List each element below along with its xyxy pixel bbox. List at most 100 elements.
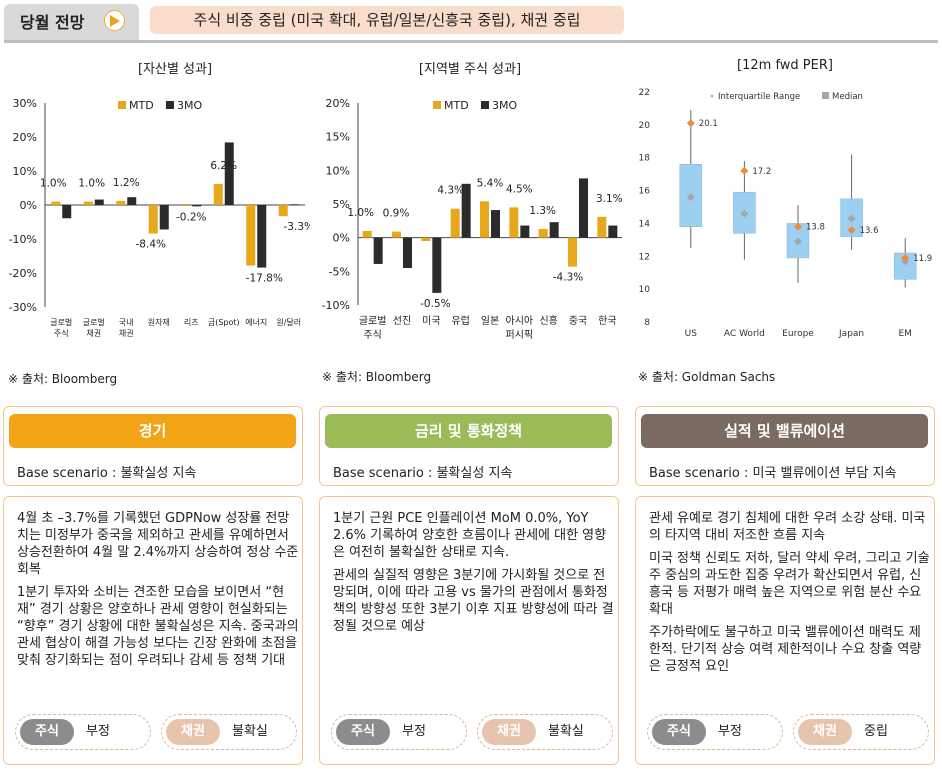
legend-label: MTD — [129, 99, 154, 112]
data-label: 4.5% — [506, 183, 533, 195]
y-tick-label: 20 — [639, 121, 651, 131]
chart2-title: [지역별 주식 성과] — [418, 62, 522, 77]
mtd-bar — [116, 200, 126, 205]
mtd-bar — [51, 201, 61, 205]
y-tick-label: 10% — [326, 164, 350, 177]
panel-body-box — [635, 496, 935, 765]
paragraph: 관세의 실질적 영향은 3분기에 가시화될 것으로 전망되며, 이에 따라 고용… — [333, 568, 614, 634]
current-label: 13.6 — [860, 226, 879, 236]
panel-body-box — [3, 496, 303, 765]
median-marker — [847, 214, 856, 223]
y-tick-label: -10% — [9, 233, 37, 246]
category-label: EM — [898, 329, 911, 339]
legend-label: MTD — [444, 99, 469, 112]
bond-label: 채권 — [166, 719, 220, 745]
category-label: 미국 — [422, 315, 440, 327]
panel-title: 금리 및 통화정책 — [325, 414, 612, 448]
current-label: 17.2 — [752, 167, 771, 177]
data-label: 1.0% — [78, 178, 105, 190]
data-label: 1.0% — [40, 178, 67, 190]
legend-swatch — [118, 101, 126, 109]
page-title: 당월 전망 — [20, 13, 85, 32]
play-icon[interactable] — [104, 10, 125, 31]
mtd-bar — [450, 208, 460, 238]
category-label: US — [685, 329, 698, 339]
3mo-bar — [491, 210, 500, 238]
paragraph: 주가하락에도 불구하고 미국 밸류에이션 매력도 제한적. 단기적 상승 여력 … — [649, 625, 922, 674]
panel-text: 1분기 근원 PCE 인플레이션 MoM 0.0%, YoY 2.6% 기록하여… — [333, 510, 615, 641]
y-tick-label: 5% — [333, 198, 350, 211]
mtd-bar — [480, 201, 489, 238]
chart3-source: ※ 출처: Goldman Sachs — [638, 370, 776, 384]
y-tick-label: 0% — [333, 232, 350, 245]
panel-header-box — [3, 406, 303, 486]
category-label: 선진 — [393, 315, 411, 327]
y-tick-label: 22 — [639, 88, 650, 98]
category-label: 채권 — [86, 328, 101, 338]
median-marker — [686, 193, 695, 202]
panel-header-box — [635, 406, 935, 486]
category-label: 리츠 — [184, 318, 199, 327]
stock-label: 주식 — [336, 719, 390, 745]
data-label: 1.0% — [347, 207, 374, 219]
current-marker — [847, 226, 856, 234]
mtd-bar — [213, 183, 223, 205]
mtd-bar — [83, 201, 93, 205]
category-label: 금(Spot) — [208, 318, 240, 327]
panel-rates: 금리 및 통화정책 Base scenario : 불확실성 지속 1분기 근원… — [319, 406, 619, 765]
stock-outlook-tag: 주식 부정 — [331, 714, 467, 750]
legend-swatch — [433, 101, 441, 109]
category-label: 유럽 — [451, 315, 469, 327]
y-tick-label: 20% — [326, 97, 350, 110]
y-tick-label: -10% — [322, 299, 350, 312]
3mo-bar — [520, 225, 530, 238]
mtd-bar — [392, 231, 401, 238]
category-label: 아시아 — [506, 315, 534, 327]
y-tick-label: 0% — [20, 199, 37, 212]
panel-text: 4월 초 –3.7%를 기록했던 GDPNow 성장률 전망치는 미정부가 중국… — [17, 510, 299, 675]
current-marker — [794, 222, 802, 231]
legend-swatch — [710, 94, 714, 98]
base-scenario: Base scenario : 불확실성 지속 — [333, 466, 513, 481]
median-marker — [794, 237, 802, 246]
bond-value: 불확실 — [232, 724, 268, 739]
y-tick-label: -20% — [9, 267, 37, 280]
iqr-box — [893, 252, 917, 280]
bond-outlook-tag: 채권 불확실 — [161, 714, 297, 750]
data-label: 1.2% — [113, 177, 140, 189]
3mo-bar — [94, 199, 104, 205]
data-label: -3.3% — [284, 221, 310, 233]
stock-value: 부정 — [86, 724, 110, 739]
bond-label: 채권 — [798, 719, 852, 745]
mtd-bar — [148, 205, 158, 234]
y-tick-label: 10% — [13, 165, 37, 178]
category-label: Europe — [782, 329, 814, 339]
mtd-bar — [362, 230, 372, 238]
category-label: 채권 — [119, 328, 134, 338]
y-tick-label: -30% — [9, 301, 37, 314]
mtd-bar — [278, 205, 288, 217]
bond-outlook-tag: 채권 불확실 — [477, 714, 613, 750]
3mo-bar — [579, 178, 588, 238]
3mo-bar — [432, 237, 442, 293]
data-label: 4.3% — [437, 185, 464, 197]
mtd-bar — [246, 205, 256, 266]
base-scenario: Base scenario : 불확실성 지속 — [17, 466, 197, 481]
data-label: 6.2% — [210, 160, 237, 172]
3mo-bar — [289, 204, 299, 206]
category-label: 한국 — [598, 315, 616, 327]
category-label: 퍼시픽 — [506, 329, 534, 341]
current-label: 20.1 — [699, 119, 718, 129]
3mo-bar — [257, 205, 267, 268]
stock-value: 부정 — [718, 724, 742, 739]
stock-value: 부정 — [402, 724, 426, 739]
data-label: -8.4% — [136, 239, 166, 251]
y-tick-label: 15% — [326, 131, 350, 144]
panel-header-box — [319, 406, 619, 486]
legend-label: 3MO — [177, 99, 202, 112]
data-label: 5.4% — [477, 177, 504, 189]
3mo-bar — [608, 225, 618, 238]
y-tick-label: -5% — [329, 265, 350, 278]
y-tick-label: 16 — [639, 187, 651, 197]
